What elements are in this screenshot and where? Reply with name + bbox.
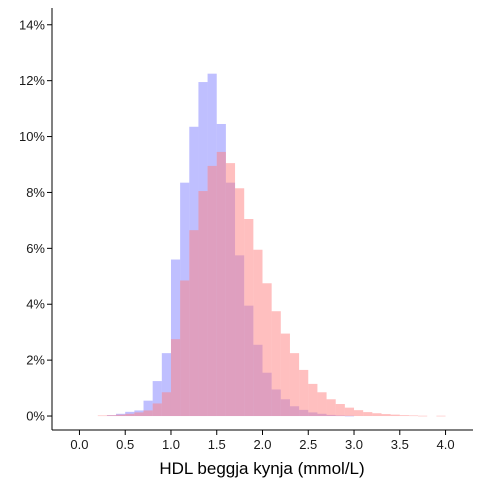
histogram-bar-series-2: [335, 404, 345, 417]
histogram-bar-series-1: [143, 400, 153, 417]
histogram-bar-series-2: [106, 415, 117, 417]
y-tick-label: 6%: [26, 241, 45, 256]
ticks-layer: 0.0 0.5 1.0 1.5 2.0 2.5 3.0 3.5 4.0 0% 2% 4% 6% 8% 10%…: [19, 17, 455, 452]
histogram-bar-series-2: [317, 392, 327, 417]
histogram-bar-series-2: [408, 415, 419, 417]
x-axis-title: HDL beggja kynja (mmol/L): [159, 459, 364, 478]
histogram-bar-series-2: [390, 414, 400, 417]
histogram-bar-series-2: [271, 311, 281, 417]
histogram-bar-series-2: [308, 383, 318, 417]
x-tick-label: 0.0: [70, 437, 88, 452]
histogram-bar-series-2: [344, 407, 355, 417]
histogram-bar-series-2: [436, 415, 446, 417]
histogram-bar-series-2: [198, 191, 208, 417]
x-tick-label: 2.5: [299, 437, 317, 452]
histogram-bar-series-2: [125, 413, 135, 417]
histogram-bar-series-2: [170, 339, 181, 417]
y-tick-label: 12%: [19, 73, 45, 88]
histogram-bar-series-2: [161, 392, 171, 417]
y-tick-label: 0%: [26, 409, 45, 424]
histogram-bar-series-2: [116, 414, 126, 417]
bars-layer: [97, 73, 446, 417]
x-tick-label: 3.0: [345, 437, 363, 452]
histogram-bar-series-2: [399, 415, 409, 417]
histogram-bar-series-2: [381, 414, 391, 417]
histogram-bar-series-2: [372, 413, 382, 417]
histogram-bar-series-2: [262, 283, 272, 417]
histogram-bar-series-2: [244, 219, 254, 417]
histogram-bar-series-2: [354, 410, 364, 417]
histogram-bar-series-2: [363, 412, 373, 417]
histogram-bar-series-2: [152, 403, 162, 417]
y-tick-label: 8%: [26, 185, 45, 200]
x-tick-label: 0.5: [116, 437, 134, 452]
histogram-bar-series-2: [326, 399, 336, 417]
y-tick-label: 14%: [19, 17, 45, 32]
histogram-bar-series-2: [189, 230, 199, 417]
histogram-bar-series-2: [225, 163, 236, 417]
histogram-bar-series-1: [170, 259, 181, 417]
histogram-bar-series-2: [418, 415, 428, 417]
x-tick-label: 2.0: [253, 437, 271, 452]
histogram-bar-series-2: [253, 249, 263, 417]
histogram-bar-series-1: [344, 415, 355, 417]
histogram-bar-series-2: [235, 188, 245, 417]
y-tick-label: 10%: [19, 129, 45, 144]
x-tick-label: 1.0: [162, 437, 180, 452]
histogram-bar-series-2: [289, 353, 300, 417]
x-tick-label: 4.0: [437, 437, 455, 452]
histogram-bar-series-2: [143, 410, 153, 417]
histogram-bar-series-2: [180, 280, 190, 417]
y-tick-label: 4%: [26, 297, 45, 312]
x-tick-label: 1.5: [208, 437, 226, 452]
histogram-bar-series-2: [207, 165, 217, 417]
y-tick-label: 2%: [26, 353, 45, 368]
histogram-bar-series-2: [216, 151, 226, 417]
histogram-bar-series-2: [280, 333, 290, 417]
histogram-bar-series-2: [134, 412, 144, 417]
histogram-bar-series-1: [152, 381, 162, 417]
x-tick-label: 3.5: [391, 437, 409, 452]
histogram-bar-series-1: [161, 353, 171, 417]
histogram-bar-series-2: [97, 415, 107, 417]
histogram-bar-series-2: [299, 369, 309, 417]
